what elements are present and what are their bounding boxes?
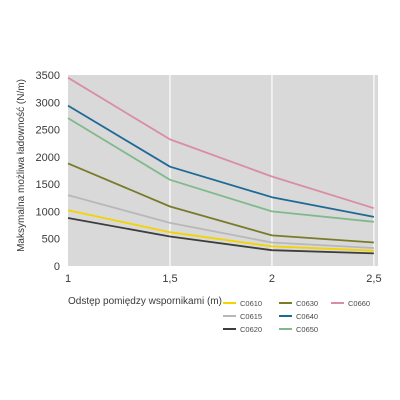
legend-label: C0650: [296, 325, 318, 334]
x-tick-label: 2,5: [366, 273, 381, 285]
legend-label: C0615: [240, 312, 262, 321]
y-tick-label: 2500: [36, 125, 60, 137]
y-tick-label: 1000: [36, 206, 60, 218]
x-axis-title: Odstęp pomiędzy wspornikami (m): [68, 296, 222, 307]
plot-background: [68, 75, 378, 266]
legend-label: C0640: [296, 312, 318, 321]
x-tick-label: 1,5: [162, 273, 177, 285]
y-tick-label: 2000: [36, 152, 60, 164]
x-tick-label: 2: [269, 273, 275, 285]
y-tick-label: 1500: [36, 179, 60, 191]
series-line-c0650: [67, 117, 374, 223]
x-tick-label: 1: [65, 273, 71, 285]
y-tick-label: 500: [42, 234, 60, 246]
series-line-c0610: [67, 209, 374, 252]
y-axis-title: Maksymalna możliwa ładowność (N/m): [16, 79, 27, 252]
series-line-c0615: [67, 194, 374, 249]
series-line-c0660: [67, 76, 375, 210]
legend-label: C0610: [240, 299, 262, 308]
series-line-c0620: [67, 217, 374, 255]
y-tick-label: 3000: [36, 97, 60, 109]
y-tick-label: 3500: [36, 70, 60, 82]
y-tick-label: 0: [54, 261, 60, 273]
grid: [169, 75, 375, 266]
legend: C0610 C0615 C0620 C0630 C0640 C0650 C0660: [223, 299, 370, 334]
y-axis-ticks: 0 500 1000 1500 2000 2500 3000 3500: [36, 70, 60, 273]
x-axis-ticks: 1 1,5 2 2,5: [65, 273, 382, 285]
series-line-c0630: [67, 162, 374, 244]
legend-label: C0660: [348, 299, 370, 308]
series-lines: [67, 76, 375, 255]
series-line-c0640: [67, 104, 375, 218]
legend-label: C0630: [296, 299, 318, 308]
legend-label: C0620: [240, 325, 262, 334]
